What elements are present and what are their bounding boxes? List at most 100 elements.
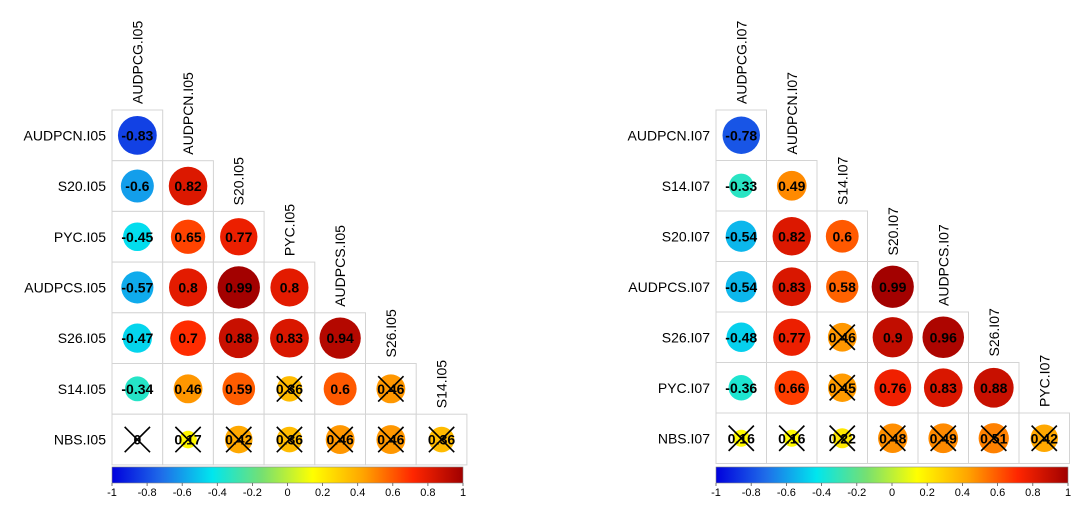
correlation-circle bbox=[218, 318, 259, 359]
significance-cross-line bbox=[377, 426, 405, 453]
correlation-value-label: 0.82 bbox=[778, 228, 805, 244]
column-label: S20.I05 bbox=[231, 157, 247, 205]
column-label: AUDPCG.I05 bbox=[129, 21, 145, 104]
significance-cross-line bbox=[1031, 425, 1058, 452]
color-bar-tick-label: 0.6 bbox=[990, 487, 1005, 499]
column-label: PYC.I05 bbox=[281, 204, 297, 256]
correlation-value-label: -0.47 bbox=[121, 330, 153, 346]
correlation-circle bbox=[121, 271, 154, 304]
correlation-value-label: 0.58 bbox=[829, 279, 856, 295]
correlation-value-label: -0.83 bbox=[121, 127, 153, 143]
column-label: PYC.I07 bbox=[1036, 355, 1052, 407]
row-label: AUDPCN.I07 bbox=[628, 127, 711, 143]
correlation-circle bbox=[217, 266, 260, 309]
correlation-value-label: 0.8 bbox=[280, 279, 300, 295]
color-bar-tick-label: 0.8 bbox=[1025, 487, 1040, 499]
correlation-value-label: -0.45 bbox=[121, 229, 153, 245]
correlation-circle bbox=[319, 317, 361, 359]
row-label: S14.I05 bbox=[58, 381, 106, 397]
row-label: PYC.I05 bbox=[54, 229, 106, 245]
column-label: AUDPCN.I07 bbox=[784, 72, 800, 155]
correlation-value-label: 0.7 bbox=[178, 330, 198, 346]
correlation-circle bbox=[872, 317, 913, 358]
correlation-value-label: -0.34 bbox=[121, 381, 153, 397]
correlation-value-label: 0.66 bbox=[778, 380, 805, 396]
row-label: AUDPCS.I05 bbox=[24, 279, 106, 295]
color-bar bbox=[111, 466, 464, 484]
correlation-value-label: -0.6 bbox=[125, 178, 149, 194]
correlation-circle bbox=[874, 369, 912, 407]
color-bar-tick-label: -0.4 bbox=[208, 487, 227, 499]
correlation-value-label: -0.48 bbox=[725, 329, 757, 345]
correlation-value-label: 0.83 bbox=[778, 279, 805, 295]
row-label: S26.I05 bbox=[58, 330, 106, 346]
correlation-circle bbox=[776, 170, 807, 201]
correlation-circle bbox=[270, 268, 309, 307]
color-bar-tick-label: -0.6 bbox=[777, 487, 796, 499]
color-bar-tick-label: 0.8 bbox=[420, 487, 435, 499]
correlation-circle bbox=[722, 116, 760, 154]
row-label: PYC.I07 bbox=[658, 380, 710, 396]
significance-cross-line bbox=[276, 426, 303, 453]
correlation-circle bbox=[973, 367, 1014, 408]
row-label: S20.I05 bbox=[58, 178, 106, 194]
correlation-circle bbox=[871, 265, 914, 308]
correlation-circle bbox=[117, 115, 157, 155]
correlation-value-label: 0.65 bbox=[174, 229, 201, 245]
correlation-circle bbox=[773, 318, 811, 356]
correlation-value-label: -0.78 bbox=[725, 127, 757, 143]
significance-cross-line bbox=[930, 425, 957, 452]
correlation-circle bbox=[222, 372, 256, 406]
correlation-circle bbox=[323, 372, 357, 406]
correlation-circle bbox=[922, 316, 965, 359]
correlation-value-label: 0.88 bbox=[980, 380, 1007, 396]
correlation-value-label: 0.6 bbox=[330, 381, 350, 397]
color-bar-tick-label: -0.4 bbox=[812, 487, 831, 499]
correlation-circle bbox=[826, 270, 859, 303]
column-label: S26.I07 bbox=[986, 308, 1002, 356]
correlation-value-label: -0.57 bbox=[121, 279, 153, 295]
significance-cross-line bbox=[879, 425, 906, 452]
correlation-value-label: -0.36 bbox=[725, 380, 757, 396]
column-label: S26.I05 bbox=[383, 309, 399, 357]
correlation-circle bbox=[120, 169, 154, 203]
row-label: S20.I07 bbox=[662, 228, 710, 244]
correlation-value-label: 0.82 bbox=[174, 178, 201, 194]
correlation-value-label: 0.46 bbox=[174, 381, 201, 397]
color-bar-tick-label: -1 bbox=[107, 487, 117, 499]
correlation-value-label: 0.83 bbox=[276, 330, 303, 346]
significance-cross-line bbox=[428, 426, 455, 453]
column-label: S20.I07 bbox=[885, 207, 901, 255]
significance-cross-line bbox=[980, 425, 1007, 452]
column-label: AUDPCS.I05 bbox=[332, 225, 348, 307]
color-bar-tick-label: 1 bbox=[1065, 487, 1071, 499]
row-label: S14.I07 bbox=[662, 178, 710, 194]
row-label: NBS.I07 bbox=[658, 430, 710, 446]
color-bar-tick-label: -0.8 bbox=[138, 487, 157, 499]
correlation-circle bbox=[169, 268, 208, 307]
color-bar-tick-label: 0.2 bbox=[920, 487, 935, 499]
color-bar-tick-label: 0.6 bbox=[385, 487, 400, 499]
significance-cross-line bbox=[377, 375, 405, 403]
correlation-circle bbox=[170, 320, 206, 356]
correlation-circle bbox=[825, 219, 859, 253]
column-label: AUDPCS.I07 bbox=[935, 224, 951, 306]
color-bar-tick-label: 1 bbox=[460, 487, 466, 499]
color-bar-tick-label: 0.2 bbox=[315, 487, 330, 499]
correlation-value-label: 0.99 bbox=[225, 279, 252, 295]
row-label: S26.I07 bbox=[662, 329, 710, 345]
color-bar-tick-label: -0.8 bbox=[742, 487, 761, 499]
correlation-circle bbox=[123, 222, 152, 252]
row-label: NBS.I05 bbox=[54, 432, 106, 448]
correlation-circle bbox=[772, 267, 812, 307]
color-bar-tick-label: 0.4 bbox=[955, 487, 970, 499]
column-label: AUDPCN.I05 bbox=[180, 72, 196, 155]
correlation-plot-2: -0.78 -0.33 0.49 -0.54 0.82 0.6 -0.54 0.83 0.58 0… bbox=[628, 21, 1072, 499]
correlation-circle bbox=[774, 370, 809, 405]
correlation-value-label: 0.77 bbox=[225, 229, 252, 245]
color-bar-tick-label: 0.4 bbox=[350, 487, 365, 499]
significance-cross-line bbox=[124, 426, 151, 453]
correlation-value-label: -0.54 bbox=[725, 228, 757, 244]
correlation-circle bbox=[729, 173, 754, 198]
